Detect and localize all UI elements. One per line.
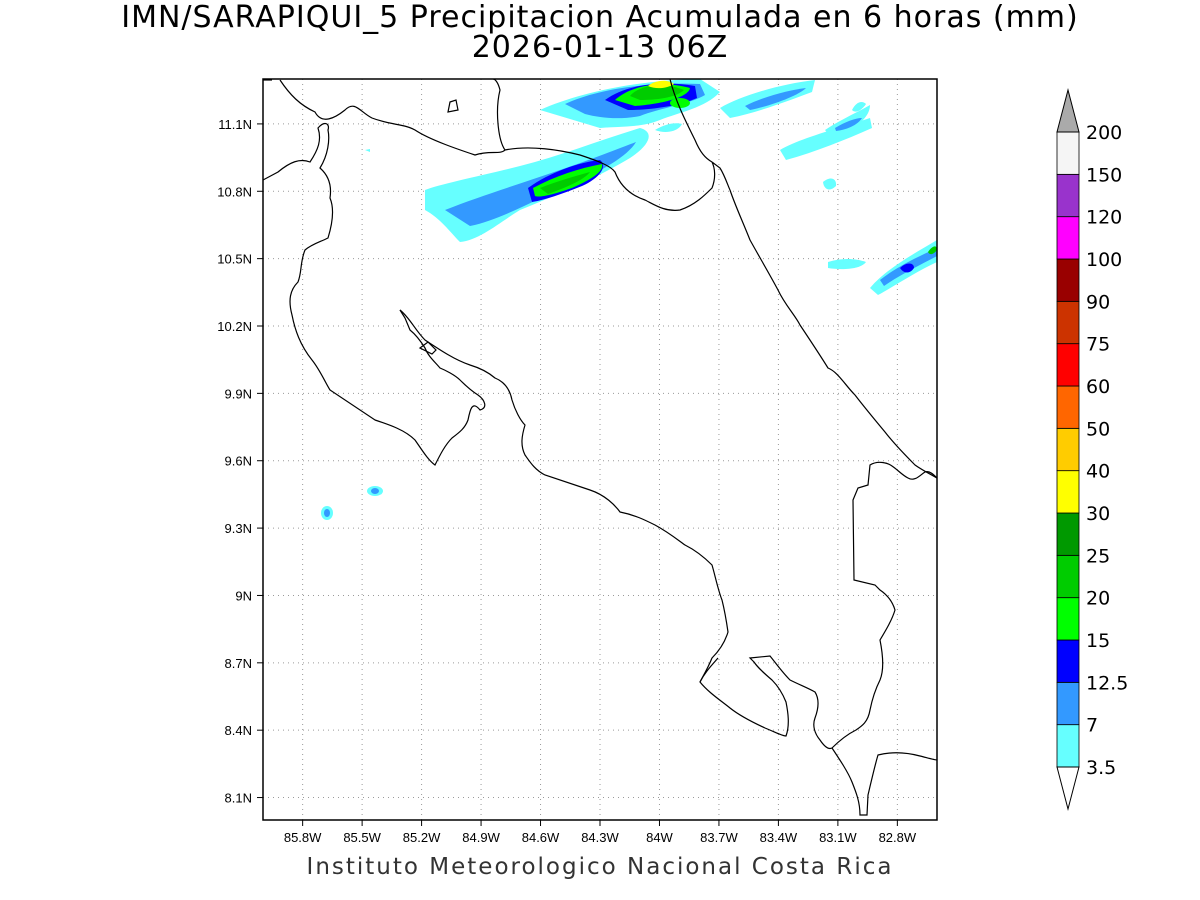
y-tick-label: 8.7N xyxy=(225,656,252,671)
osa-south-coast xyxy=(831,747,937,816)
coastlines xyxy=(263,79,937,816)
y-tick-label: 10.2N xyxy=(217,319,252,334)
precip-blob-1-inner xyxy=(324,509,330,517)
x-tick-label: 83.4W xyxy=(760,830,798,845)
colorbar-swatch xyxy=(1056,470,1080,514)
precip-band-darkgreen xyxy=(540,172,590,194)
precip-streak-3-inner xyxy=(835,118,862,131)
colorbar-swatch xyxy=(1056,681,1080,726)
colorbar-under-arrow xyxy=(1056,766,1080,811)
pacific-nicoya-coast xyxy=(263,122,486,466)
map-title: IMN/SARAPIQUI_5 Precipitacion Acumulada … xyxy=(121,0,1079,35)
precip-area-small-green xyxy=(670,98,690,108)
y-tick-label: 9.9N xyxy=(225,386,252,401)
colorbar-swatch xyxy=(1056,427,1080,472)
colorbar-swatch xyxy=(1056,173,1080,218)
colorbar-swatch xyxy=(1056,512,1080,556)
colorbar-label: 60 xyxy=(1086,376,1110,398)
colorbar: 3.5 7 12.5 15 20 25 30 40 50 60 75 90 100 120 150 200 xyxy=(1056,88,1128,811)
x-tick-label: 84.9W xyxy=(462,830,500,845)
x-tick-label: 83.1W xyxy=(819,830,857,845)
precip-right-green xyxy=(928,246,937,255)
colorbar-label: 3.5 xyxy=(1086,757,1116,779)
osa-peninsula xyxy=(699,657,719,683)
nicaragua-lake-shore xyxy=(279,79,506,156)
colorbar-swatch xyxy=(1056,554,1080,599)
precip-streak-1-inner xyxy=(745,88,806,110)
caribbean-coast xyxy=(729,189,937,479)
x-tick-label: 84.3W xyxy=(581,830,619,845)
y-tick-label: 8.4N xyxy=(225,723,252,738)
precip-area-yellow xyxy=(648,80,674,89)
precip-streak-5 xyxy=(655,123,682,132)
map-date: 2026-01-13 06Z xyxy=(471,30,729,65)
precip-streak-4 xyxy=(852,102,866,112)
y-tick-label: 10.5N xyxy=(217,252,252,267)
x-tick-label: 85.8W xyxy=(284,830,322,845)
colorbar-swatch xyxy=(1056,724,1080,768)
y-tick-label: 8.1N xyxy=(225,791,252,806)
colorbar-label: 40 xyxy=(1086,461,1110,483)
axis-ticks: 85.8W 85.5W 85.2W 84.9W 84.6W 84.3W 84W 83.7W 83… xyxy=(217,117,917,845)
grid-lines xyxy=(263,79,937,820)
colorbar-swatch xyxy=(1056,300,1080,345)
colorbar-label: 15 xyxy=(1086,630,1110,652)
colorbar-swatch xyxy=(1056,385,1080,429)
nicaragua-lake-islet xyxy=(447,99,459,113)
precip-blob-3 xyxy=(365,149,370,152)
colorbar-label: 7 xyxy=(1086,715,1098,737)
colorbar-label: 100 xyxy=(1086,249,1122,271)
precip-blob-2-inner xyxy=(371,488,379,494)
colorbar-over-arrow xyxy=(1056,88,1080,133)
y-tick-label: 11.1N xyxy=(218,117,252,132)
x-tick-label: 84.6W xyxy=(522,830,560,845)
y-tick-label: 10.8N xyxy=(217,184,252,199)
colorbar-label: 90 xyxy=(1086,291,1110,313)
colorbar-swatch xyxy=(1056,639,1080,683)
colorbar-label: 75 xyxy=(1086,334,1110,356)
precipitation-field xyxy=(321,79,937,520)
x-tick-label: 83.7W xyxy=(700,830,738,845)
x-tick-label: 82.8W xyxy=(879,830,917,845)
colorbar-label: 20 xyxy=(1086,588,1110,610)
colorbar-swatch xyxy=(1056,216,1080,260)
colorbar-swatch xyxy=(1056,597,1080,641)
colorbar-swatch xyxy=(1056,258,1080,302)
san-juan-river xyxy=(669,79,713,163)
nicoya-gulf-island xyxy=(418,341,437,355)
precip-area-darkgreen xyxy=(630,85,684,100)
central-pacific-coast xyxy=(399,309,937,750)
y-tick-label: 9.6N xyxy=(225,454,252,469)
x-tick-label: 85.2W xyxy=(403,830,441,845)
precip-right-cyan-2 xyxy=(828,259,866,270)
y-tick-label: 9.3N xyxy=(225,521,252,536)
precip-right-cyan-3 xyxy=(823,178,837,190)
colorbar-label: 200 xyxy=(1086,122,1122,144)
colorbar-label: 30 xyxy=(1086,503,1110,525)
x-tick-label: 84W xyxy=(646,830,673,845)
colorbar-label: 25 xyxy=(1086,545,1110,567)
colorbar-label: 12.5 xyxy=(1086,672,1128,694)
colorbar-label: 150 xyxy=(1086,164,1122,186)
x-tick-label: 85.5W xyxy=(343,830,381,845)
colorbar-label: 120 xyxy=(1086,207,1122,229)
nicaragua-cr-border xyxy=(504,147,731,211)
colorbar-swatch xyxy=(1056,343,1080,387)
colorbar-swatch xyxy=(1056,131,1080,175)
colorbar-label: 50 xyxy=(1086,418,1110,440)
y-tick-label: 9N xyxy=(235,588,252,603)
precip-right-inner xyxy=(900,263,914,273)
footer-credit: Instituto Meteorologico Nacional Costa R… xyxy=(306,854,894,880)
